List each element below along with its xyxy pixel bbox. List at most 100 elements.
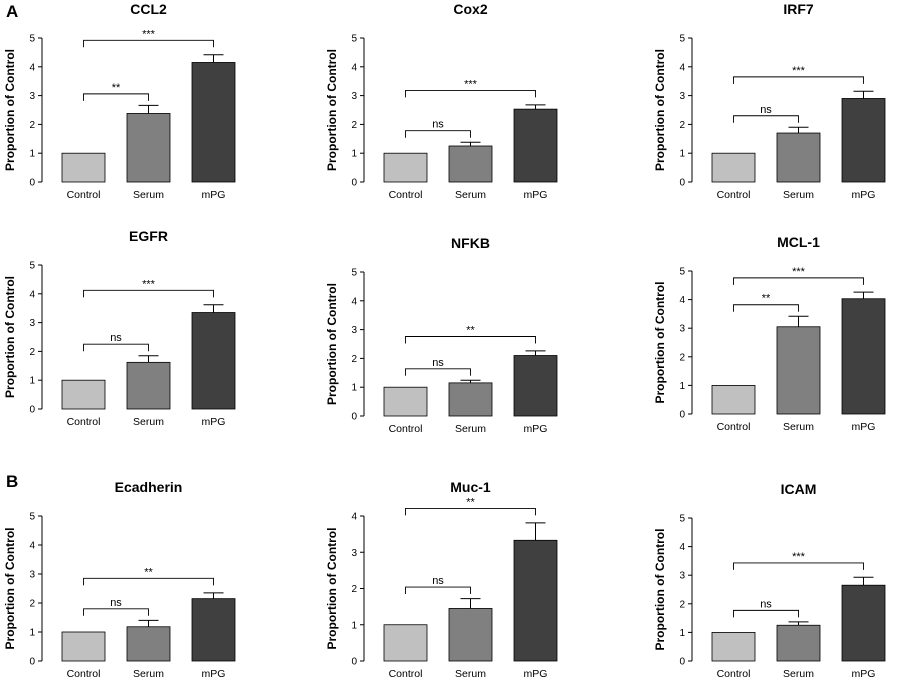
chart6-bar-mpg: [841, 298, 886, 415]
chart6-bar-serum: [776, 326, 821, 415]
chart9-bar-control: [711, 632, 756, 662]
chart3-x-tick-label: Serum: [783, 189, 814, 201]
chart9-y-tick-label: 3: [679, 571, 685, 582]
chart5-x-tick-label: Serum: [455, 423, 486, 435]
chart3-significance-label: ns: [760, 104, 772, 116]
chart7-significance-label: **: [144, 566, 153, 578]
chart9-bar-serum: [776, 624, 821, 662]
chart8-significance-bracket: [405, 586, 471, 595]
chart7-bar-mpg: [191, 598, 236, 662]
chart4-y-tick-label: 1: [29, 376, 35, 387]
chart2-x-tick-label: Control: [389, 189, 423, 201]
chart6-ylabel: Proportion of Control: [653, 282, 667, 404]
chart1-significance-bracket: [83, 39, 214, 48]
chart4-significance-bracket: [83, 289, 214, 298]
chart8-ylabel: Proportion of Control: [325, 528, 339, 650]
chart9-y-tick-label: 5: [679, 514, 685, 525]
chart2-y-tick-label: 3: [351, 91, 357, 102]
chart3-y-tick-label: 0: [679, 178, 685, 189]
chart3-y-tick-label: 3: [679, 91, 685, 102]
chart5-significance-bracket: [405, 368, 471, 376]
chart2-title: Cox2: [453, 1, 487, 17]
chart6-y-tick-label: 0: [679, 410, 685, 421]
chart6-significance-bracket: [733, 277, 864, 285]
chart5-y-tick-label: 0: [351, 412, 357, 423]
chart8-significance-bracket: [405, 507, 536, 516]
chart4-x-tick-label: Control: [67, 416, 101, 428]
chart2-x-tick-label: Serum: [455, 189, 486, 201]
chart5-bar-mpg: [513, 355, 558, 417]
chart4-x-tick-label: Serum: [133, 416, 164, 428]
chart2-ylabel: Proportion of Control: [325, 49, 339, 171]
chart9-y-tick-label: 4: [679, 542, 685, 553]
chart4-significance-label: ***: [142, 278, 156, 290]
chart7-y-tick-label: 4: [29, 541, 35, 552]
chart6-significance-bracket: [733, 304, 799, 312]
chart9-y-tick-label: 1: [679, 628, 685, 639]
chart2-significance-label: ns: [432, 119, 444, 131]
chart7-y-tick-label: 2: [29, 599, 35, 610]
chart5-y-tick-label: 2: [351, 354, 357, 365]
chart4-y-tick-label: 5: [29, 261, 35, 272]
chart9-x-tick-label: Control: [717, 668, 751, 680]
chart8-bar-control: [383, 624, 428, 662]
chart2-x-tick-label: mPG: [524, 189, 548, 201]
chart5-bar-serum: [448, 382, 493, 417]
chart9-significance-bracket: [733, 609, 799, 618]
chart5-y-tick-label: 1: [351, 383, 357, 394]
chart7-significance-label: ns: [110, 597, 122, 609]
chart3-significance-bracket: [733, 115, 799, 123]
chart6-y-tick-label: 3: [679, 324, 685, 335]
chart3-y-tick-label: 4: [679, 62, 685, 73]
chart5-y-tick-label: 5: [351, 268, 357, 279]
chart1-y-tick-label: 4: [29, 62, 35, 73]
chart2-y-tick-label: 1: [351, 149, 357, 160]
chart8-significance-label: ns: [432, 575, 444, 587]
chart7-y-tick-label: 3: [29, 570, 35, 581]
chart2-y-tick-label: 5: [351, 34, 357, 45]
chart8-bar-serum: [448, 608, 493, 662]
chart1-significance-label: ***: [142, 28, 156, 40]
chart8-x-tick-label: Serum: [455, 668, 486, 680]
chart1-x-tick-label: Serum: [133, 189, 164, 201]
chart1-bar-control: [61, 152, 106, 183]
chart5-ylabel: Proportion of Control: [325, 283, 339, 405]
chart5-significance-label: ns: [432, 357, 444, 369]
chart2-y-tick-label: 0: [351, 178, 357, 189]
chart1-bar-serum: [126, 113, 171, 183]
chart6-y-tick-label: 4: [679, 295, 685, 306]
chart9-ylabel: Proportion of Control: [653, 529, 667, 651]
chart2-bar-serum: [448, 145, 493, 183]
chart4-y-tick-label: 3: [29, 318, 35, 329]
chart9-significance-label: ***: [792, 551, 806, 563]
chart1-y-tick-label: 0: [29, 178, 35, 189]
chart8-bar-mpg: [513, 539, 558, 662]
chart9-bar-mpg: [841, 584, 886, 662]
chart7-y-tick-label: 0: [29, 657, 35, 668]
chart4-title: EGFR: [129, 228, 168, 244]
chart2-bar-mpg: [513, 108, 558, 183]
chart6-bar-control: [711, 384, 756, 415]
chart2-y-tick-label: 2: [351, 120, 357, 131]
chart3-significance-bracket: [733, 76, 864, 84]
chart4-bar-serum: [126, 361, 171, 410]
chart2-y-tick-label: 4: [351, 62, 357, 73]
chart7-significance-bracket: [83, 608, 149, 616]
chart4-significance-bracket: [83, 343, 149, 352]
chart4-significance-label: ns: [110, 332, 122, 344]
chart7-bar-control: [61, 631, 106, 662]
chart2-significance-bracket: [405, 89, 536, 98]
chart6-y-tick-label: 2: [679, 352, 685, 363]
chart4-ylabel: Proportion of Control: [3, 276, 17, 398]
chart6-x-tick-label: Serum: [783, 421, 814, 433]
chart3-significance-label: ***: [792, 65, 806, 77]
chart3-y-tick-label: 2: [679, 120, 685, 131]
chart5-title: NFKB: [451, 235, 490, 251]
chart1-bar-mpg: [191, 62, 236, 183]
chart1-y-tick-label: 3: [29, 91, 35, 102]
chart8-y-tick-label: 3: [351, 548, 357, 559]
chart5-x-tick-label: mPG: [524, 423, 548, 435]
chart3-bar-control: [711, 152, 756, 183]
chart8-y-tick-label: 4: [351, 512, 357, 523]
